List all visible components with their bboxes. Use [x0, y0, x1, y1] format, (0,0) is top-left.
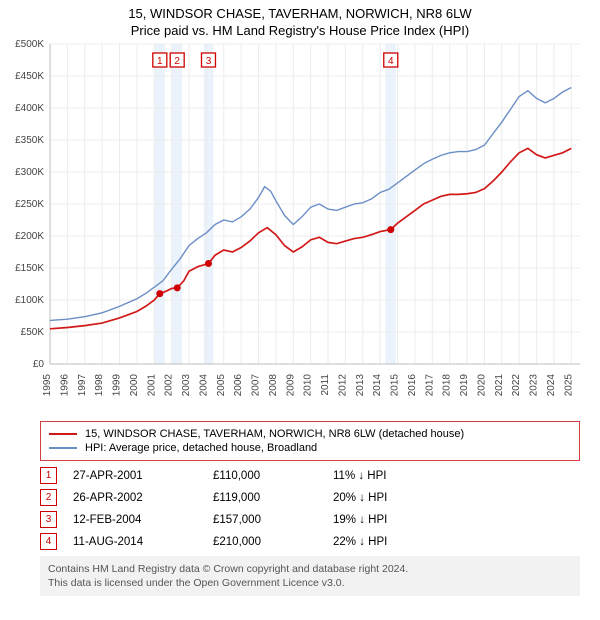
titles: 15, WINDSOR CHASE, TAVERHAM, NORWICH, NR…	[0, 0, 600, 38]
legend-item: 15, WINDSOR CHASE, TAVERHAM, NORWICH, NR…	[49, 428, 571, 440]
svg-text:2005: 2005	[216, 374, 227, 397]
svg-text:£150K: £150K	[15, 263, 44, 274]
svg-text:£50K: £50K	[21, 327, 45, 338]
svg-text:2010: 2010	[303, 374, 314, 397]
svg-text:2017: 2017	[424, 374, 435, 397]
sale-row: 4 11-AUG-2014£210,00022% ↓ HPI	[40, 533, 580, 550]
sale-price: £119,000	[213, 492, 333, 504]
svg-text:2013: 2013	[355, 374, 366, 397]
svg-text:2: 2	[174, 56, 180, 67]
svg-text:2002: 2002	[164, 374, 175, 397]
svg-text:1999: 1999	[112, 374, 123, 397]
sales-table: 1 27-APR-2001£110,00011% ↓ HPI 2 26-APR-200…	[40, 467, 580, 550]
chart-container: 15, WINDSOR CHASE, TAVERHAM, NORWICH, NR…	[0, 0, 600, 596]
svg-text:2019: 2019	[459, 374, 470, 397]
sale-row: 1 27-APR-2001£110,00011% ↓ HPI	[40, 467, 580, 484]
sale-diff: 19% ↓ HPI	[333, 514, 387, 526]
legend-item: HPI: Average price, detached house, Broa…	[49, 442, 571, 454]
svg-text:£500K: £500K	[15, 39, 44, 50]
sale-marker-icon: 2	[40, 489, 57, 506]
sale-price: £110,000	[213, 470, 333, 482]
sale-date: 27-APR-2001	[73, 470, 213, 482]
svg-text:2006: 2006	[233, 374, 244, 397]
sale-diff: 22% ↓ HPI	[333, 536, 387, 548]
sale-marker-icon: 3	[40, 511, 57, 528]
sale-price: £210,000	[213, 536, 333, 548]
sale-date: 26-APR-2002	[73, 492, 213, 504]
svg-text:2015: 2015	[390, 374, 401, 397]
svg-text:£400K: £400K	[15, 103, 44, 114]
sale-row: 2 26-APR-2002£119,00020% ↓ HPI	[40, 489, 580, 506]
svg-text:£100K: £100K	[15, 295, 44, 306]
svg-text:2024: 2024	[546, 374, 557, 397]
legend: 15, WINDSOR CHASE, TAVERHAM, NORWICH, NR…	[40, 421, 580, 461]
sale-diff: 20% ↓ HPI	[333, 492, 387, 504]
chart: £0 £50K £100K £150K £200K £250K £300K £350K £400…	[0, 38, 600, 413]
sale-marker-icon: 1	[40, 467, 57, 484]
svg-text:2020: 2020	[476, 374, 487, 397]
svg-text:£450K: £450K	[15, 71, 44, 82]
footer-line-2: This data is licensed under the Open Gov…	[48, 576, 572, 590]
svg-text:2007: 2007	[251, 374, 262, 397]
svg-text:4: 4	[388, 56, 394, 67]
svg-text:2008: 2008	[268, 374, 279, 397]
svg-text:2009: 2009	[285, 374, 296, 397]
svg-text:£300K: £300K	[15, 167, 44, 178]
title-address: 15, WINDSOR CHASE, TAVERHAM, NORWICH, NR…	[0, 6, 600, 21]
legend-swatch	[49, 447, 77, 449]
footer-line-1: Contains HM Land Registry data © Crown c…	[48, 562, 572, 576]
svg-text:1995: 1995	[42, 374, 53, 397]
svg-text:2000: 2000	[129, 374, 140, 397]
svg-text:£0: £0	[33, 359, 45, 370]
svg-text:2012: 2012	[337, 374, 348, 397]
price-chart-svg: £0 £50K £100K £150K £200K £250K £300K £350K £400…	[0, 38, 600, 408]
svg-text:1998: 1998	[94, 374, 105, 397]
svg-text:2018: 2018	[442, 374, 453, 397]
svg-text:1: 1	[157, 56, 163, 67]
legend-label: HPI: Average price, detached house, Broa…	[85, 442, 317, 454]
svg-text:2022: 2022	[511, 374, 522, 397]
svg-text:2023: 2023	[529, 374, 540, 397]
title-subtitle: Price paid vs. HM Land Registry's House …	[0, 23, 600, 38]
sale-marker-icon: 4	[40, 533, 57, 550]
sale-diff: 11% ↓ HPI	[333, 470, 386, 482]
legend-swatch	[49, 433, 77, 435]
sale-date: 12-FEB-2004	[73, 514, 213, 526]
footer: Contains HM Land Registry data © Crown c…	[40, 556, 580, 596]
svg-text:2004: 2004	[198, 374, 209, 397]
sale-date: 11-AUG-2014	[73, 536, 213, 548]
svg-text:1997: 1997	[77, 374, 88, 397]
svg-text:£250K: £250K	[15, 199, 44, 210]
svg-text:1996: 1996	[59, 374, 70, 397]
sale-price: £157,000	[213, 514, 333, 526]
sale-row: 3 12-FEB-2004£157,00019% ↓ HPI	[40, 511, 580, 528]
svg-text:2001: 2001	[146, 374, 157, 397]
svg-text:2016: 2016	[407, 374, 418, 397]
legend-label: 15, WINDSOR CHASE, TAVERHAM, NORWICH, NR…	[85, 428, 464, 440]
svg-text:2014: 2014	[372, 374, 383, 397]
svg-text:£350K: £350K	[15, 135, 44, 146]
svg-text:2003: 2003	[181, 374, 192, 397]
svg-text:2025: 2025	[563, 374, 574, 397]
svg-text:2021: 2021	[494, 374, 505, 397]
svg-text:£200K: £200K	[15, 231, 44, 242]
svg-text:3: 3	[206, 56, 212, 67]
svg-text:2011: 2011	[320, 374, 331, 396]
